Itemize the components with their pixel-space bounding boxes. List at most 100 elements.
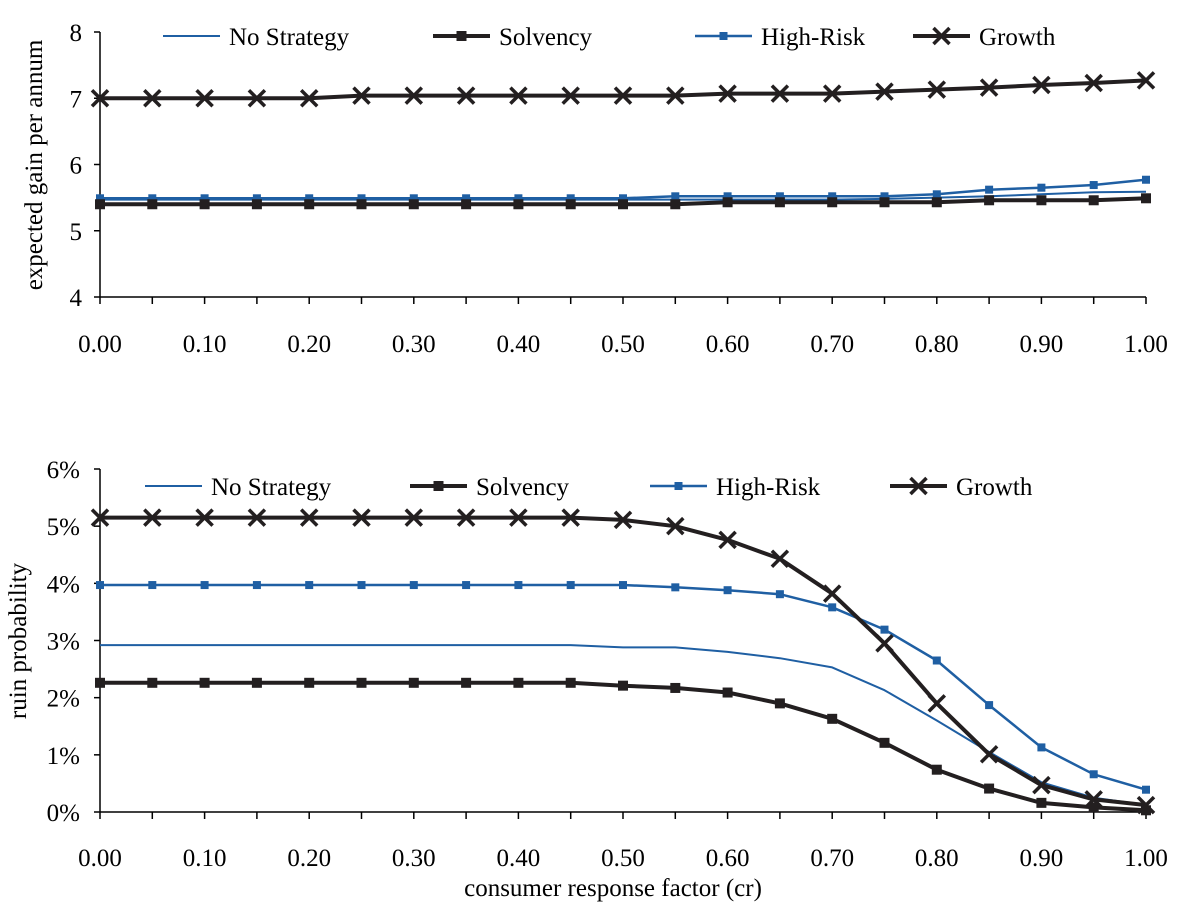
ruin-point-solvency <box>461 677 472 688</box>
gain-point-growth <box>770 84 790 103</box>
ruin-point-solvency <box>565 677 576 688</box>
gain-point-solvency <box>1141 193 1151 204</box>
ruin-x-axis-title: consumer response factor (cr) <box>464 875 762 902</box>
gain-series-high-risk <box>96 175 1150 203</box>
ruin-point-growth <box>927 694 947 713</box>
gain-point-growth <box>352 86 371 105</box>
ruin-point-solvency <box>408 677 419 688</box>
ruin-x-tick-label: 0.80 <box>915 845 959 872</box>
gain-point-solvency <box>670 199 681 210</box>
ruin-x-tick-label: 0.10 <box>183 845 227 872</box>
ruin-point-high-risk <box>357 581 366 590</box>
gain-point-solvency <box>618 199 628 210</box>
ruin-x-tick-label: 0.50 <box>601 845 645 872</box>
gain-point-growth <box>509 86 528 105</box>
ruin-point-solvency <box>1088 802 1099 813</box>
gain-point-growth <box>1084 73 1103 93</box>
legend-marker <box>909 476 928 496</box>
gain-point-high-risk <box>880 192 889 201</box>
ruin-point-high-risk <box>880 625 889 634</box>
legend-label: High-Risk <box>761 24 866 51</box>
legend-item-high-risk: High-Risk <box>695 24 866 51</box>
legend-item-growth: Growth <box>913 24 1056 51</box>
gain-x-tick-label: 0.90 <box>1020 331 1064 358</box>
gain-point-growth <box>822 84 842 103</box>
ruin-point-solvency <box>356 677 367 688</box>
gain-x-tick-label: 0.70 <box>810 331 854 358</box>
ruin-point-high-risk <box>723 586 732 595</box>
ruin-x-tick-label: 0.20 <box>287 845 331 872</box>
gain-x-tick-label: 1.00 <box>1124 331 1168 358</box>
gain-point-growth <box>561 86 580 105</box>
ruin-x-tick-label: 0.40 <box>497 845 541 872</box>
ruin-point-growth <box>1032 775 1051 795</box>
ruin-point-solvency <box>1141 805 1151 816</box>
ruin-series-growth <box>90 508 1156 815</box>
gain-point-high-risk <box>1142 175 1150 184</box>
gain-point-solvency <box>95 199 105 210</box>
ruin-y-tick-label: 5% <box>47 514 80 541</box>
ruin-y-tick-label: 4% <box>47 571 80 598</box>
gain-x-tick-label: 0.80 <box>915 331 959 358</box>
gain-x-tick-label: 0.30 <box>392 331 436 358</box>
ruin-point-solvency <box>774 698 785 709</box>
gain-point-growth <box>143 89 162 108</box>
gain-y-tick-label: 5 <box>70 219 83 246</box>
ruin-point-growth <box>822 584 842 603</box>
ruin-legend: No Strategy Solvency High-Risk Growth <box>145 474 1033 501</box>
ruin-point-growth <box>509 508 528 527</box>
ruin-point-high-risk <box>775 590 784 599</box>
gain-point-solvency <box>461 199 472 210</box>
ruin-point-solvency <box>931 764 942 775</box>
gain-y-axis-title: expected gain per annum <box>21 39 48 290</box>
ruin-point-solvency <box>879 737 890 748</box>
ruin-point-growth <box>404 508 424 527</box>
legend-label: High-Risk <box>716 474 821 501</box>
gain-y-tick-label: 4 <box>70 285 83 312</box>
ruin-point-solvency <box>199 677 210 688</box>
gain-legend: No Strategy Solvency High-Risk Growth <box>163 24 1056 51</box>
ruin-point-growth <box>1136 795 1156 815</box>
gain-point-high-risk <box>409 194 418 203</box>
legend-label: No Strategy <box>229 24 350 51</box>
gain-point-high-risk <box>1089 181 1098 190</box>
gain-point-growth <box>1032 75 1051 95</box>
legend-label: Solvency <box>499 24 593 51</box>
ruin-chart: 0% 1% 2% 3% 4% 5% 6% 0.00 0.10 0.20 0.30 0.40 0.50 0.… <box>5 457 1168 902</box>
legend-marker <box>433 481 444 491</box>
gain-point-growth <box>666 86 685 105</box>
ruin-point-solvency <box>95 677 105 688</box>
gain-x-tick-label: 0.00 <box>78 331 122 358</box>
gain-point-solvency <box>408 199 419 210</box>
ruin-point-growth <box>90 508 110 527</box>
gain-point-growth <box>927 80 947 99</box>
gain-point-solvency <box>879 197 890 208</box>
ruin-point-high-risk <box>1037 743 1046 752</box>
gain-point-high-risk <box>1037 183 1046 192</box>
ruin-point-solvency <box>304 677 315 688</box>
gain-point-solvency <box>1036 195 1047 206</box>
gain-point-solvency <box>199 199 210 210</box>
ruin-point-high-risk <box>252 581 261 590</box>
legend-item-high-risk: High-Risk <box>650 474 821 501</box>
ruin-point-high-risk <box>828 603 837 612</box>
gain-x-tick-label: 0.10 <box>183 331 227 358</box>
legend-label: Growth <box>956 474 1033 501</box>
gain-point-high-risk <box>148 194 157 203</box>
ruin-point-growth <box>1084 790 1103 809</box>
ruin-point-solvency <box>722 687 733 698</box>
ruin-point-solvency <box>147 677 158 688</box>
gain-point-solvency <box>147 199 158 210</box>
gain-point-high-risk <box>985 185 994 194</box>
gain-point-high-risk <box>828 192 837 201</box>
gain-series-solvency <box>95 193 1151 210</box>
gain-point-high-risk <box>252 194 261 203</box>
ruin-point-high-risk <box>619 581 627 590</box>
gain-point-high-risk <box>305 194 314 203</box>
gain-x-tick-label: 0.40 <box>497 331 541 358</box>
gain-point-growth <box>1136 71 1156 90</box>
legend-item-solvency: Solvency <box>433 24 593 51</box>
gain-point-high-risk <box>932 190 941 199</box>
gain-point-solvency <box>984 195 995 206</box>
ruin-point-high-risk <box>305 581 314 590</box>
